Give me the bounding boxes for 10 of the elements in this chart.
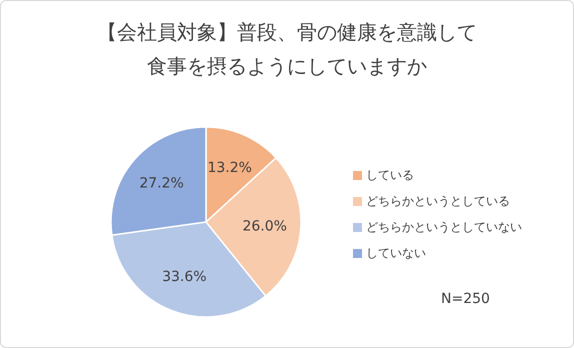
text: N=250 [441, 291, 490, 307]
legend-label: している [366, 168, 414, 182]
data-label: 33.6% [162, 268, 207, 285]
legend-label: していない [366, 246, 426, 260]
data-label: 26.0% [242, 218, 287, 234]
data-label: 13.2% [207, 160, 252, 176]
legend-label: どちらかというとしている [366, 194, 510, 208]
legend-label: どちらかというとしていない [366, 220, 522, 234]
data-label: 27.2% [139, 175, 184, 192]
chart-title: 【会社員対象】普段、骨の健康を意識して食事を摂るようにしていますか [96, 19, 478, 80]
